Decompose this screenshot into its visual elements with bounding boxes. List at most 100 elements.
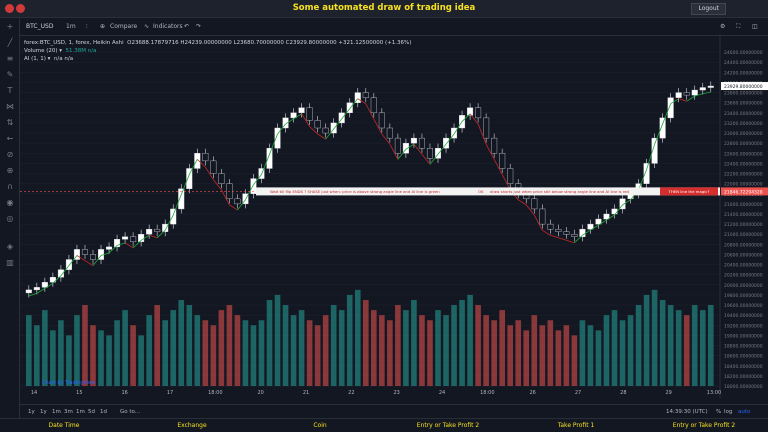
candle-body: [106, 246, 113, 250]
settings-icon[interactable]: ⚙: [720, 23, 726, 30]
ruler-icon[interactable]: ⊘: [6, 150, 14, 159]
footer-entry[interactable]: Entry or Take Profit 2: [416, 422, 480, 429]
range-button-5[interactable]: 5d: [88, 409, 95, 415]
range-button-3[interactable]: 3m: [64, 409, 73, 415]
legend-ai[interactable]: AI (1, 1) ▾: [24, 56, 51, 62]
legend-volume[interactable]: Volume (20) ▾: [24, 48, 63, 54]
interval-select[interactable]: 1m: [66, 23, 76, 30]
volume-bar: [218, 310, 225, 386]
volume-bar: [547, 320, 554, 386]
undo-icon[interactable]: ↶: [184, 23, 190, 30]
ai-line-segment: [550, 234, 559, 239]
range-button-2[interactable]: 1m: [52, 409, 61, 415]
price-chart[interactable]: 24600.00000000 24400.00000000 24200.000000…: [20, 36, 768, 398]
log-toggle[interactable]: log: [724, 409, 733, 415]
logo-icon: [16, 4, 25, 13]
lock-icon[interactable]: ◉: [6, 198, 14, 207]
ai-line-segment: [606, 214, 615, 221]
candle-body: [25, 289, 32, 294]
ai-line-segment: [293, 113, 302, 120]
ai-line-segment: [686, 95, 695, 102]
x-tick-label: 29: [665, 390, 671, 396]
candle-body: [322, 127, 329, 134]
footer-coin[interactable]: Coin: [313, 422, 327, 429]
trendline-icon[interactable]: ╱: [7, 38, 13, 47]
indicators-button[interactable]: Indicators: [153, 23, 183, 30]
ai-line-segment: [229, 204, 238, 211]
fullscreen-icon[interactable]: ⛶: [736, 23, 741, 30]
back-icon[interactable]: ←: [6, 134, 14, 143]
candle-body: [362, 92, 369, 98]
compare-icon[interactable]: ⊕: [100, 23, 106, 30]
ai-line-segment: [702, 91, 711, 94]
x-tick-label: 27: [575, 390, 581, 396]
hide-icon[interactable]: ◎: [6, 214, 14, 223]
x-tick-label: 15: [76, 390, 82, 396]
redo-icon[interactable]: ↷: [196, 23, 202, 30]
volume-bar: [210, 325, 217, 386]
volume-bar: [459, 300, 465, 386]
candle-body: [683, 92, 690, 96]
logout-button[interactable]: Logout: [691, 3, 726, 15]
ai-line-segment: [533, 214, 543, 231]
text-icon[interactable]: T: [7, 86, 13, 95]
ai-line-segment: [638, 169, 647, 190]
y-tick-label: 23000.00000000: [724, 131, 763, 137]
volume-bar: [395, 305, 401, 386]
candle-body: [539, 208, 546, 225]
volume-bar: [379, 315, 385, 386]
drawing-toolbar: + ╱ ≡ ✎ T ⋈ ⇅ ← ⊘ ⊕ ∩ ◉ ◎ ◈ ▥: [0, 18, 20, 418]
ai-line-segment: [108, 245, 118, 254]
auto-toggle[interactable]: auto: [738, 409, 751, 415]
ai-line-segment: [389, 144, 399, 160]
volume-bar: [66, 335, 72, 386]
ai-line-segment: [558, 237, 567, 241]
candle-body: [547, 223, 554, 230]
compare-button[interactable]: Compare: [110, 23, 138, 30]
indicators-icon[interactable]: ∿: [144, 23, 150, 30]
ai-line-segment: [52, 275, 62, 284]
ai-line-segment: [349, 98, 359, 110]
y-tick-label: 18000.00000000: [724, 384, 763, 390]
volume-bar: [42, 310, 48, 386]
footer-take-profit-1[interactable]: Take Profit 1: [557, 422, 595, 429]
ai-line-segment: [429, 154, 439, 165]
layers-icon[interactable]: ◈: [6, 242, 14, 251]
range-button-4[interactable]: 1m: [76, 409, 85, 415]
ai-line-segment: [149, 234, 158, 239]
x-tick-label: 23: [393, 390, 399, 396]
crosshair-icon[interactable]: +: [6, 22, 14, 31]
fib-icon[interactable]: ≡: [6, 54, 14, 63]
trash-icon[interactable]: ▥: [6, 258, 14, 267]
magnet-icon[interactable]: ∩: [7, 182, 13, 191]
range-button-1[interactable]: 1y: [40, 409, 47, 415]
zoom-icon[interactable]: ⊕: [6, 166, 14, 175]
ai-line-segment: [654, 123, 664, 145]
y-tick-label: 21000.00000000: [724, 232, 763, 238]
ai-line-segment: [204, 166, 214, 180]
chart-type-icon[interactable]: ⫶: [86, 23, 88, 30]
y-tick-label: 22200.00000000: [724, 172, 763, 178]
logo-icon: [5, 4, 14, 13]
symbol-search[interactable]: BTC_USD: [26, 23, 54, 30]
volume-bar: [707, 305, 714, 386]
volume-bar: [555, 330, 562, 386]
range-button-0[interactable]: 1y: [28, 409, 35, 415]
y-tick-label: 22600.00000000: [724, 151, 763, 157]
legend-volume-value: 51.38M n/a: [65, 48, 97, 54]
ai-line-segment: [164, 214, 174, 231]
prediction-icon[interactable]: ⇅: [6, 118, 14, 127]
goto-button[interactable]: Go to...: [120, 409, 141, 415]
y-tick-label: 24200.00000000: [724, 70, 763, 76]
footer-date-time[interactable]: Date Time: [48, 422, 80, 429]
percent-toggle[interactable]: %: [716, 409, 722, 415]
volume-bar: [82, 305, 88, 386]
brush-icon[interactable]: ✎: [6, 70, 14, 79]
screenshot-icon[interactable]: ◫: [752, 23, 758, 30]
candle-body: [475, 107, 482, 119]
pattern-icon[interactable]: ⋈: [6, 102, 14, 111]
footer-exchange[interactable]: Exchange: [177, 422, 207, 429]
range-button-6[interactable]: 1d: [100, 409, 107, 415]
ai-line-segment: [317, 133, 326, 140]
footer-entry-2[interactable]: Entry or Take Profit 2: [672, 422, 736, 429]
